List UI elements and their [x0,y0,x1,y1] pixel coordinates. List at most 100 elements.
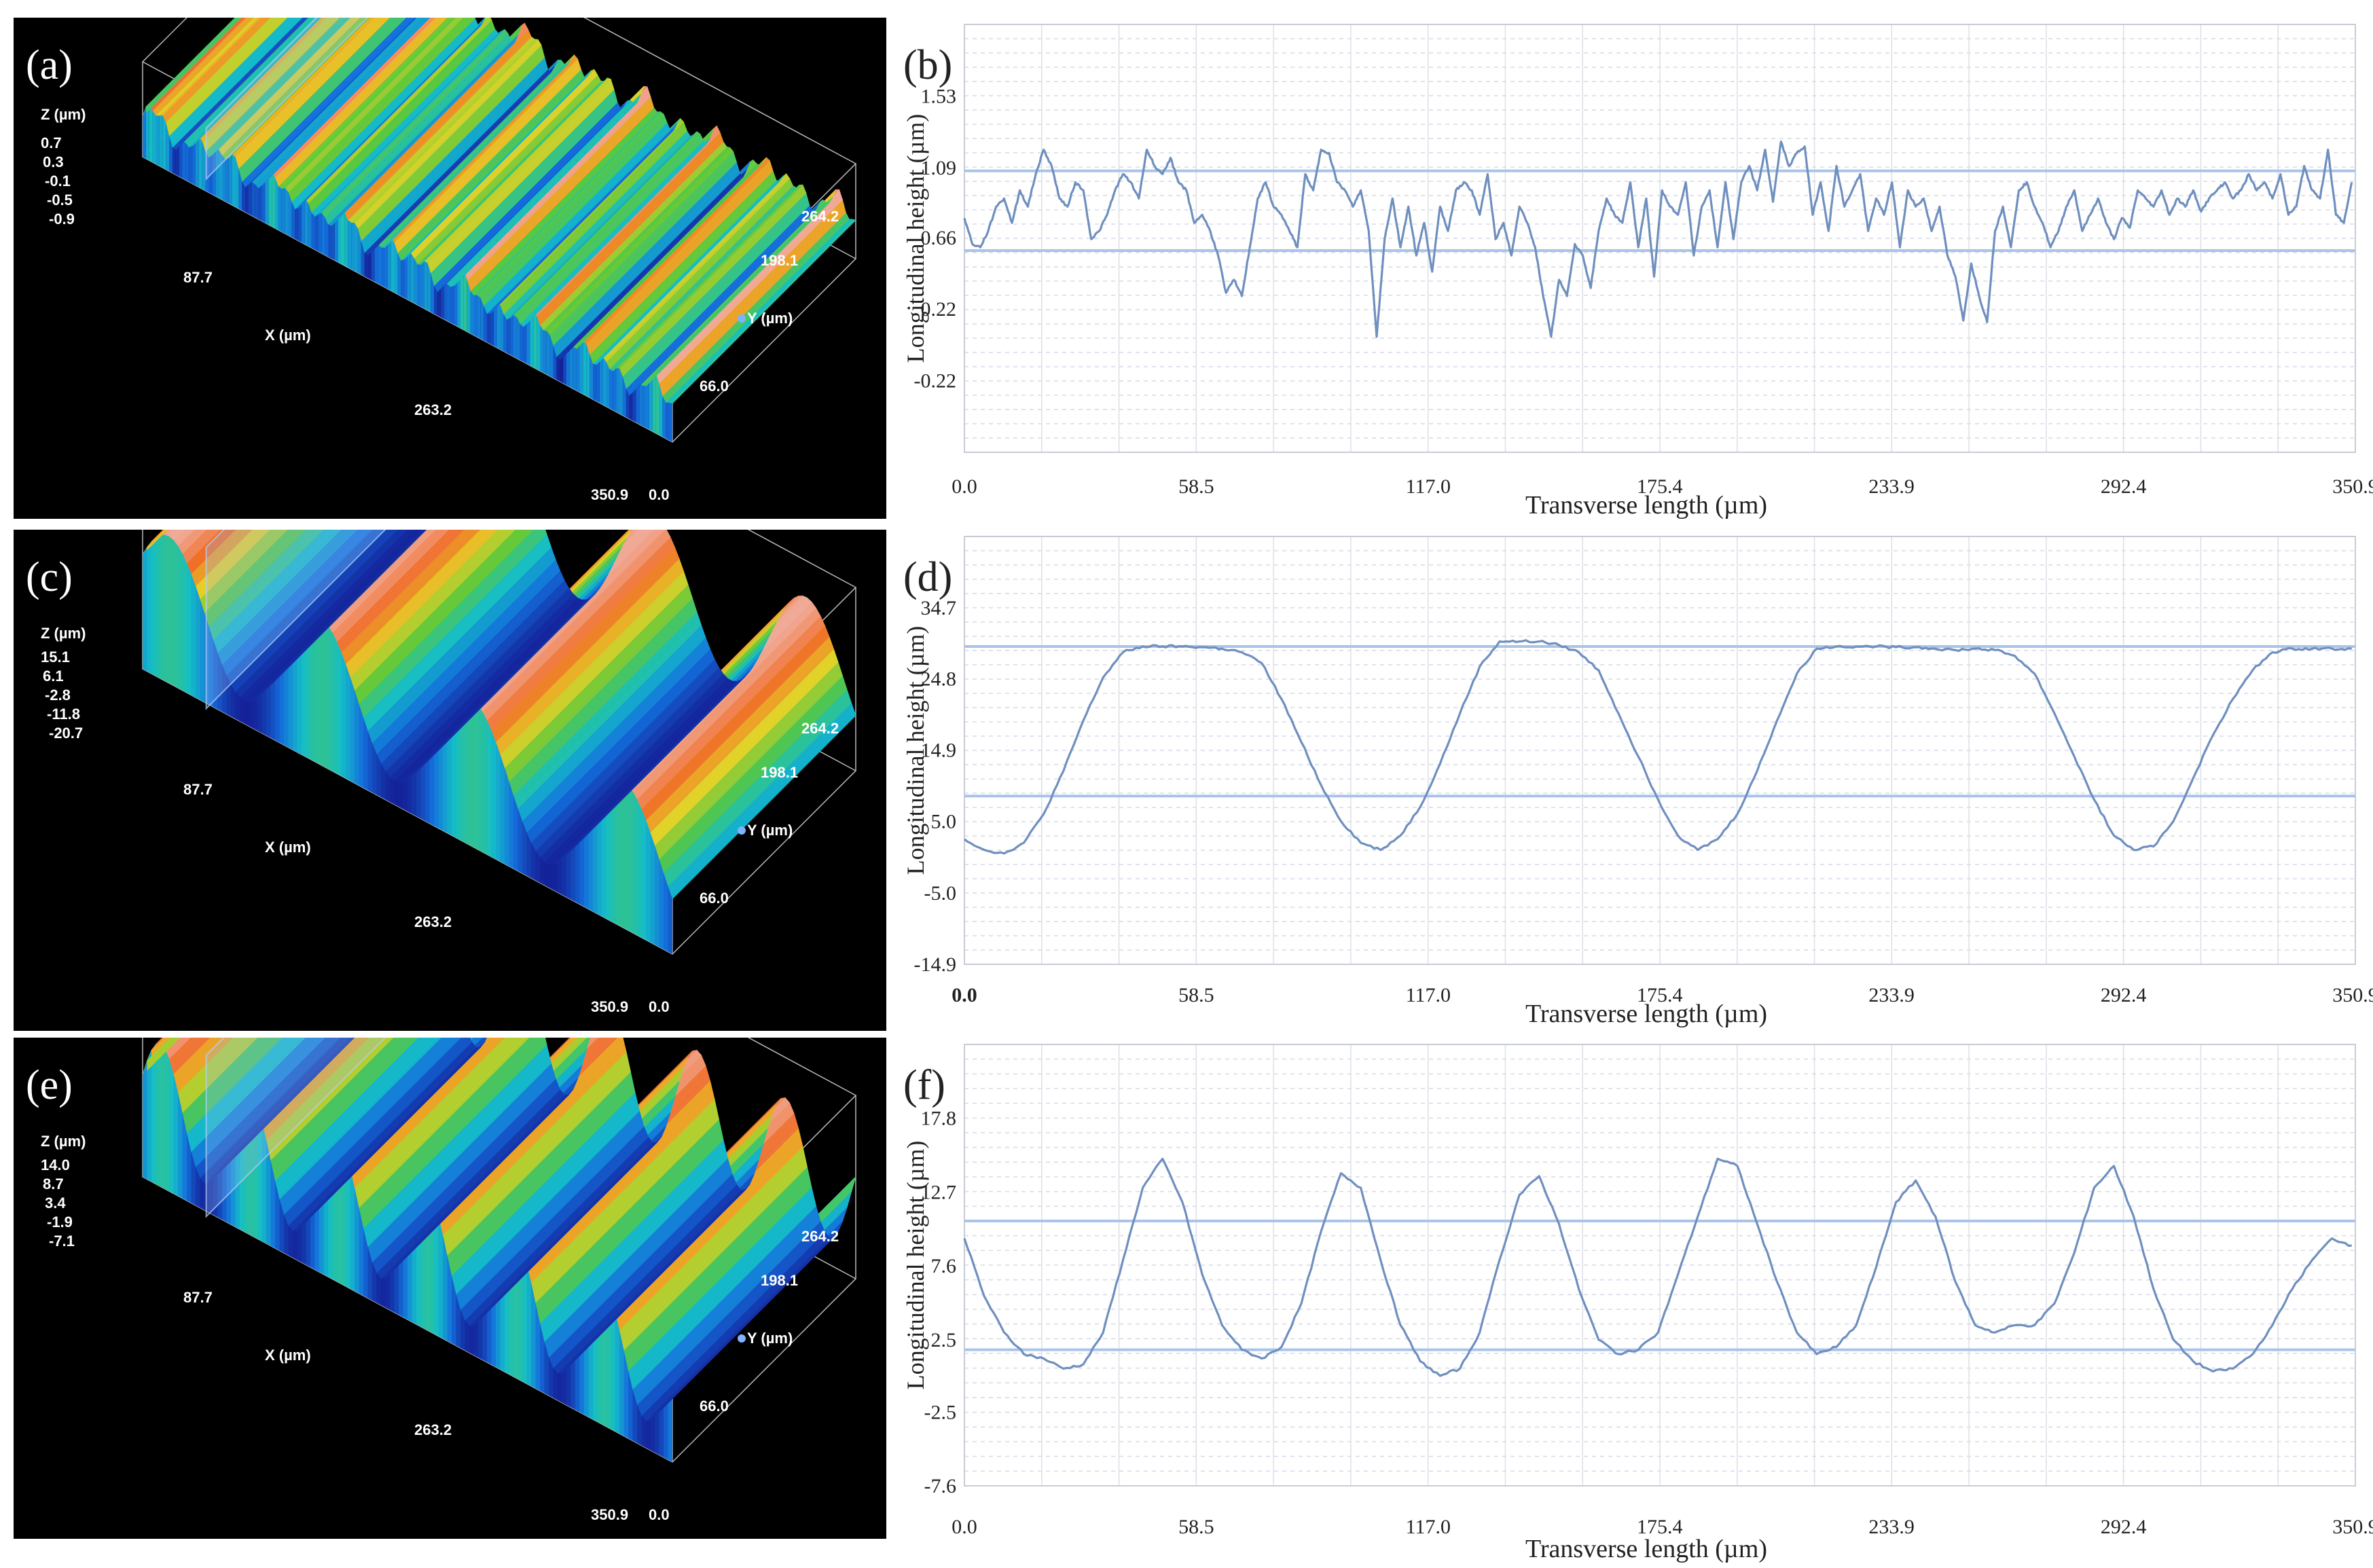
profile-chart-d: 34.7 24.8 14.9 5.0 -5.0 -14.9 0.0 58.5 117.0 175.… [883,530,2373,1038]
z-tick-label: 0.7 [41,134,62,151]
surface-front-face [196,1167,200,1208]
surface-front-face [553,1368,558,1400]
surface-front-face [244,700,249,726]
x-tick-label: 350.9 [591,998,628,1015]
surface-front-face [285,187,289,236]
surface-front-face [253,698,257,731]
section-plane [205,1038,386,1218]
z-tick-label: 0.3 [43,153,64,170]
surface-front-face [279,1199,284,1253]
surface-front-face [576,345,580,393]
surface-front-face [225,158,229,204]
surface-front-face [314,214,319,252]
surface-front-face [531,1282,536,1389]
x-tick-label: 233.9 [1868,475,1915,498]
surface-front-face [293,1230,297,1260]
surface-front-face [480,297,484,341]
x-tick-label: 292.4 [2101,1516,2147,1538]
surface-3d-panel-a: (a) Z (µm) 0.7 0.3 -0.1 -0.5 -0.9 87.7 X (µm) 263… [14,18,886,519]
surface-front-face [196,136,199,187]
surface-front-face [222,155,225,202]
z-axis-title: Z (µm) [41,625,86,642]
surface-front-face [151,537,156,676]
surface-front-face [319,617,324,767]
surface-strip [198,18,327,142]
y-axis-title: Longitudinal height (µm) [902,114,929,363]
surface-front-face [629,392,633,421]
surface-front-face [169,135,173,173]
surface-front-face [500,305,504,352]
surface-front-face [265,167,269,225]
surface-front-face [185,143,189,182]
surface-front-face [215,149,219,198]
surface-front-face [160,1043,165,1189]
surface-front-face [425,748,430,824]
surface-front-face [359,1207,363,1296]
plot-frame [964,536,2356,965]
surface-front-face [513,314,517,359]
surface-front-face [518,808,522,873]
surface-front-face [143,547,147,672]
surface-front-face [288,192,292,238]
surface-front-face [173,1074,178,1196]
surface-front-face [609,369,613,410]
z-tick-label: -2.8 [45,687,71,704]
surface-front-face [558,1373,562,1403]
surface-front-face [606,361,610,409]
surface-front-face [200,599,204,702]
surface-front-face [546,331,550,376]
surface-front-face [615,779,619,926]
surface-front-face [363,717,368,790]
y-axis-marker [738,1334,746,1343]
y-tick-label: 2.5 [931,1329,957,1351]
surface-front-face [447,284,451,323]
surface-front-face [560,353,564,384]
surface-front-face [431,272,434,314]
surface-front-face [447,1255,452,1343]
surface-front-face [182,141,186,181]
surface-front-face [314,616,319,764]
surface-front-face [268,167,272,227]
surface-front-face [632,1389,637,1443]
surface-front-face [544,1341,549,1396]
surface-strip [327,530,436,634]
z-axis-title: Z (µm) [41,106,86,123]
surface-front-face [284,646,289,748]
surface-front-face [463,270,467,332]
surface-front-face [615,1311,619,1434]
surface-front-face [232,153,236,207]
surface-front-face [272,168,275,228]
surface-front-face [434,730,439,828]
surface-front-face [424,261,428,310]
surface-front-face [420,756,425,821]
plot-frame [964,1044,2356,1487]
y-tick-label: 264.2 [801,208,839,225]
y-tick-label: 1.09 [921,157,957,179]
surface-front-face [540,857,545,886]
surface-front-face [427,262,431,312]
surface-front-face [646,1421,651,1451]
surface-front-face [626,388,630,419]
surface-front-face [562,854,566,897]
surface-strip [155,18,258,116]
surface-front-face [182,1112,187,1201]
surface-front-face [189,146,193,184]
surface-front-face [478,1309,483,1360]
surface-front-face [669,403,672,442]
surface-front-face [374,243,378,284]
y-tick-label: 17.8 [921,1108,957,1130]
surface-front-face [341,652,346,778]
surface-front-face [306,617,310,759]
surface-front-face [412,771,416,816]
surface-strip [336,530,465,653]
surface-front-face [652,373,656,433]
y-tick-label: -14.9 [914,953,957,976]
surface-front-face [623,781,628,930]
x-tick-label: 175.4 [1637,984,1683,1006]
surface-strip [142,1038,181,1075]
surface-front-face [429,739,434,826]
surface-front-face [367,730,372,792]
surface-front-face [344,213,348,268]
surface-front-face [394,781,399,807]
surface-front-face [149,105,153,162]
